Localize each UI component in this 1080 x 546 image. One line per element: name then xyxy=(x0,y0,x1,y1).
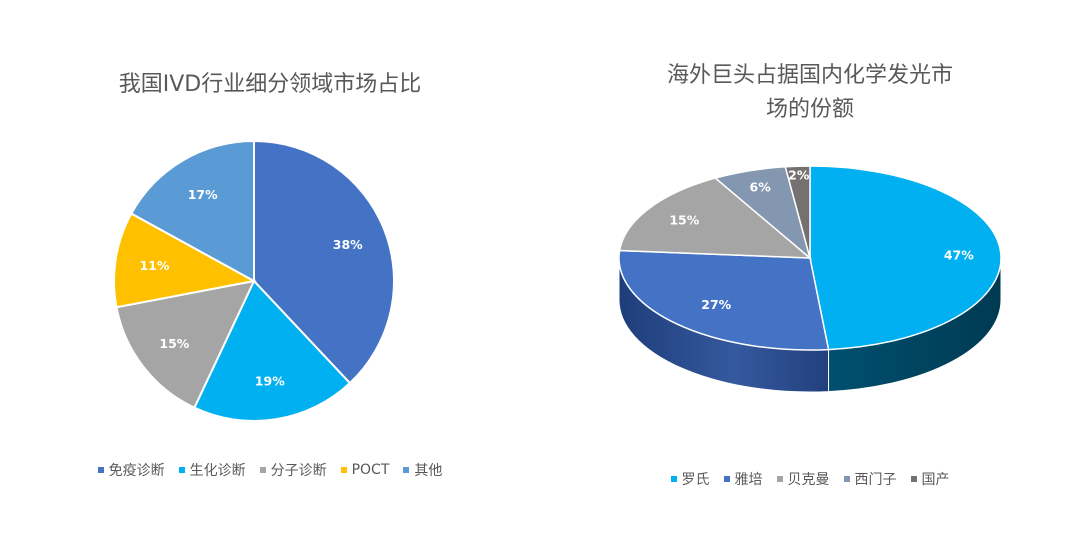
right-pie-label-2: 15% xyxy=(669,212,699,227)
left-legend-label-2: 分子诊断 xyxy=(270,463,327,479)
right-pie-slice-2 xyxy=(618,177,813,259)
right-3d-pie-chart: 47% 27% 15% 6% 2% xyxy=(618,165,1002,393)
right-legend-item-0: 罗氏 xyxy=(670,469,710,489)
right-pie-label-3: 6% xyxy=(750,179,772,194)
right-chart-legend: 罗氏 雅培 贝克曼 西门子 国产 xyxy=(540,469,1080,489)
right-chart-title-line-2: 场的份额 xyxy=(765,97,854,122)
right-pie-slice-1 xyxy=(618,249,830,351)
left-chart-panel: 我国IVD行业细分领域市场占比 38% 19% 15% 11% 17% 免疫诊断 生化诊断… xyxy=(0,72,540,480)
right-pie-label-4: 2% xyxy=(788,167,810,182)
left-chart-title: 我国IVD行业细分领域市场占比 xyxy=(118,72,422,97)
left-legend-label-0: 免疫诊断 xyxy=(108,463,165,479)
left-legend-item-0: 免疫诊断 xyxy=(97,460,165,480)
left-pie-label-1: 19% xyxy=(255,374,285,389)
left-legend-swatch-3 xyxy=(340,467,347,473)
left-legend-swatch-0 xyxy=(97,467,104,473)
left-pie-slice-3 xyxy=(113,212,257,309)
left-legend-label-1: 生化诊断 xyxy=(189,463,246,479)
left-pie-label-3: 11% xyxy=(139,258,169,273)
right-legend-swatch-3 xyxy=(843,476,850,482)
right-pie-label-0: 47% xyxy=(944,248,974,263)
left-pie-slice-0 xyxy=(253,139,395,385)
right-legend-item-3: 西门子 xyxy=(843,469,897,489)
right-chart-title-line-1: 海外巨头占据国内化学发光市 xyxy=(666,63,953,88)
left-legend-swatch-4 xyxy=(403,467,410,473)
right-pie-slice-4 xyxy=(784,165,811,259)
right-legend-label-0: 罗氏 xyxy=(681,472,710,488)
left-pie-slice-2 xyxy=(115,279,256,410)
left-legend-label-4: 其他 xyxy=(414,463,443,479)
right-pie-slice-0 xyxy=(809,165,1002,351)
left-legend-label-3: POCT xyxy=(351,462,390,478)
left-legend-item-3: POCT xyxy=(340,462,390,478)
left-pie-label-0: 38% xyxy=(333,237,363,252)
left-pie-chart: 38% 19% 15% 11% 17% xyxy=(113,139,395,422)
left-pie-slice-1 xyxy=(193,279,352,422)
right-legend-label-1: 雅培 xyxy=(734,472,763,488)
right-legend-item-4: 国产 xyxy=(910,469,950,489)
left-chart-legend: 免疫诊断 生化诊断 分子诊断 POCT 其他 xyxy=(0,460,540,480)
left-pie-label-4: 17% xyxy=(188,187,218,202)
left-legend-item-2: 分子诊断 xyxy=(259,460,327,480)
left-legend-item-1: 生化诊断 xyxy=(178,460,246,480)
right-legend-label-2: 贝克曼 xyxy=(787,472,830,488)
right-pie-label-1: 27% xyxy=(701,297,731,312)
right-legend-label-4: 国产 xyxy=(921,472,950,488)
left-legend-item-4: 其他 xyxy=(403,460,442,480)
left-pie-label-2: 15% xyxy=(159,336,189,351)
right-chart-panel: 海外巨头占据国内化学发光市 场的份额 47% 27% 15% 6% 2% 罗氏 雅培 贝克曼… xyxy=(540,0,1080,546)
left-legend-swatch-1 xyxy=(178,467,185,473)
right-legend-swatch-4 xyxy=(910,476,917,482)
right-legend-swatch-1 xyxy=(723,476,730,482)
right-legend-label-3: 西门子 xyxy=(854,472,897,488)
left-pie-slice-4 xyxy=(129,139,255,283)
right-legend-item-2: 贝克曼 xyxy=(776,469,830,489)
right-legend-item-1: 雅培 xyxy=(723,469,763,489)
left-legend-swatch-2 xyxy=(259,467,266,473)
right-legend-swatch-2 xyxy=(776,476,783,482)
right-legend-swatch-0 xyxy=(670,476,677,482)
